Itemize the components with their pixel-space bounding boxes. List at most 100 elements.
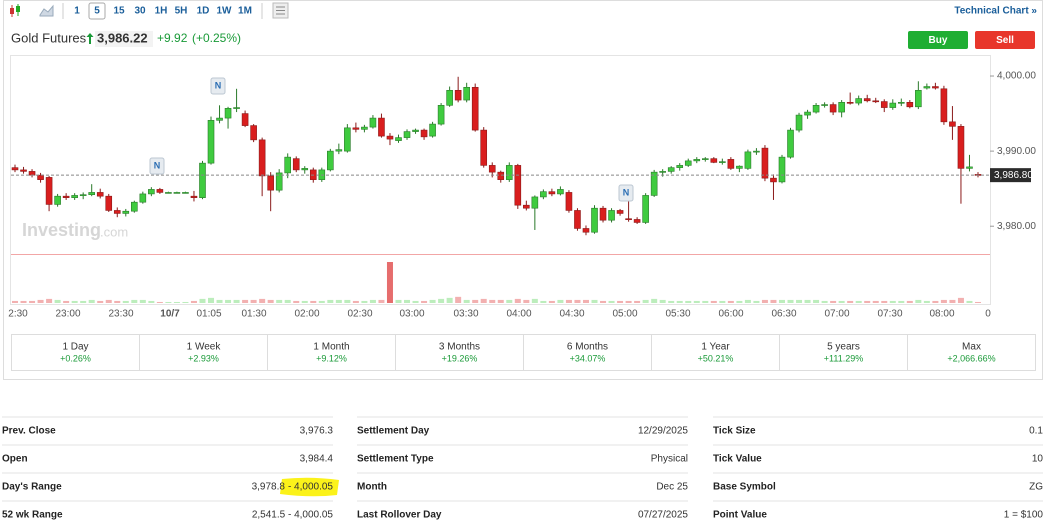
- volume-bar: [975, 301, 981, 303]
- candle-body: [45, 177, 53, 205]
- stat-label: Tick Value: [713, 454, 762, 465]
- volume-bar: [54, 299, 61, 303]
- x-tick-label: 06:00: [718, 309, 743, 320]
- x-tick-label: 10/7: [160, 309, 180, 320]
- volume-bar: [438, 298, 445, 303]
- volume-bar: [531, 298, 538, 303]
- period[interactable]: 1 Day: [62, 342, 88, 353]
- x-tick-label: 05:00: [612, 309, 637, 320]
- volume-bar: [617, 300, 624, 303]
- period[interactable]: 1 Year: [701, 342, 730, 353]
- technical-chart-link[interactable]: Technical Chart »: [954, 6, 1037, 17]
- volume-bar: [744, 299, 751, 303]
- period-change[interactable]: +19.26%: [442, 353, 478, 363]
- timeframe[interactable]: 5H: [175, 6, 188, 17]
- candle-body: [131, 201, 138, 212]
- volume-bar: [847, 300, 854, 303]
- change: +9.92: [157, 31, 188, 45]
- y-tick-label: 3,980.00: [997, 221, 1036, 232]
- news-marker[interactable]: [618, 184, 634, 202]
- sell-button[interactable]: [975, 31, 1035, 49]
- candle-body: [821, 104, 828, 106]
- instrument-name: Gold Futures: [11, 30, 87, 45]
- news-marker-label[interactable]: N: [154, 160, 161, 170]
- period-change[interactable]: +50.21%: [698, 353, 734, 363]
- timeframe[interactable]: 15: [113, 6, 125, 17]
- volume-bar: [71, 300, 78, 303]
- timeframe-selected[interactable]: [88, 2, 106, 20]
- candle-body: [557, 189, 564, 195]
- buy-button[interactable]: [908, 31, 968, 49]
- volume-bar: [736, 300, 743, 303]
- volume-bar: [804, 299, 811, 303]
- volume-bar: [216, 299, 223, 303]
- stat-value: 10: [1032, 454, 1044, 465]
- candle-body: [616, 210, 624, 214]
- stat-label: Settlement Day: [357, 426, 430, 437]
- period[interactable]: 1 Week: [187, 342, 222, 353]
- candle-body: [96, 192, 104, 197]
- volume-bar: [369, 299, 376, 303]
- volume-bar: [97, 300, 104, 303]
- volume-bar: [506, 299, 513, 303]
- timeframe[interactable]: 1: [74, 6, 80, 17]
- candle-body: [122, 210, 130, 214]
- volume-bar: [565, 299, 572, 303]
- period[interactable]: Max: [962, 342, 981, 353]
- period-change[interactable]: +9.12%: [316, 353, 347, 363]
- candle-body: [250, 125, 257, 141]
- period[interactable]: 3 Months: [439, 342, 480, 353]
- candle-body: [71, 195, 78, 198]
- candle-body: [54, 195, 61, 205]
- volume-bar: [114, 300, 121, 303]
- period-change[interactable]: +2.93%: [188, 353, 219, 363]
- timeframe[interactable]: 1W: [217, 6, 233, 17]
- candle-body: [778, 156, 786, 183]
- x-tick-label: 03:00: [399, 309, 424, 320]
- stat-label: Tick Size: [713, 426, 756, 437]
- volume-bar: [719, 300, 726, 303]
- candle-body: [284, 156, 292, 174]
- timeframe[interactable]: 5: [94, 6, 100, 17]
- price-bg: [95, 31, 153, 47]
- buy-label[interactable]: Buy: [929, 35, 948, 46]
- candle-body: [667, 167, 675, 172]
- candle-body: [105, 195, 113, 211]
- candle-body: [199, 162, 206, 198]
- candle-body: [753, 150, 760, 153]
- candle-body: [684, 160, 692, 166]
- candle-body: [642, 195, 649, 223]
- timeframe[interactable]: 1D: [197, 6, 210, 17]
- volume-bar: [949, 299, 956, 303]
- period[interactable]: 1 Month: [313, 342, 349, 353]
- volume-bar: [412, 300, 419, 303]
- sell-label[interactable]: Sell: [996, 35, 1014, 46]
- period-change[interactable]: +111.29%: [824, 353, 863, 363]
- period-change[interactable]: +34.07%: [570, 353, 606, 363]
- period-change[interactable]: +2,066.66%: [947, 353, 995, 363]
- chart-type-icons[interactable]: [10, 2, 289, 19]
- candle-body: [761, 147, 769, 179]
- timeframe[interactable]: 1H: [155, 6, 168, 17]
- stat-label: Prev. Close: [2, 426, 56, 437]
- period[interactable]: 6 Months: [567, 342, 608, 353]
- volume-bar: [37, 299, 44, 303]
- x-tick-label: 03:30: [453, 309, 478, 320]
- timeframe[interactable]: 30: [134, 6, 146, 17]
- volume-bar: [29, 300, 36, 303]
- news-marker-label[interactable]: N: [215, 80, 222, 90]
- candle-body: [966, 166, 973, 169]
- volume-bar: [676, 300, 683, 303]
- timeframe[interactable]: 1M: [238, 6, 252, 17]
- candle-body: [923, 86, 931, 89]
- volume-bar: [497, 299, 504, 303]
- period-change[interactable]: +0.26%: [60, 353, 91, 363]
- candle-body: [488, 165, 496, 173]
- volume-bar: [830, 300, 837, 303]
- candle-body: [88, 192, 95, 195]
- news-marker-label[interactable]: N: [623, 187, 630, 197]
- period[interactable]: 5 years: [827, 342, 860, 353]
- news-marker[interactable]: [149, 157, 165, 175]
- news-marker[interactable]: [210, 77, 226, 95]
- candle-body: [523, 204, 530, 209]
